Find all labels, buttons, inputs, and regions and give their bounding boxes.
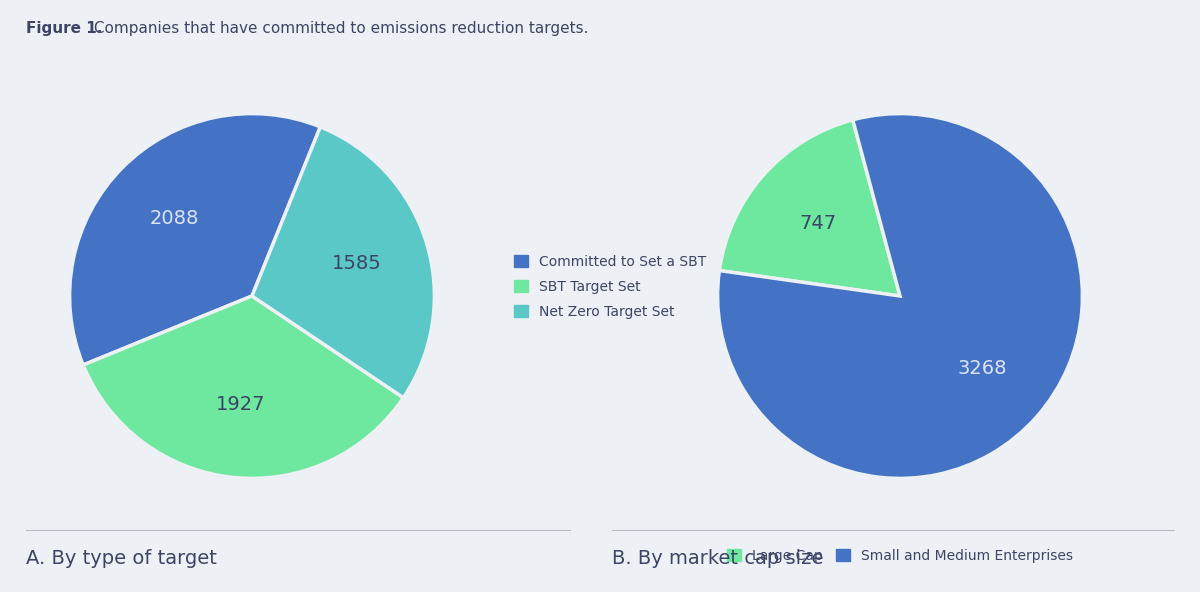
Wedge shape bbox=[83, 296, 403, 478]
Text: 1585: 1585 bbox=[331, 255, 382, 274]
Wedge shape bbox=[252, 127, 434, 398]
Text: B. By market cap size: B. By market cap size bbox=[612, 549, 823, 568]
Text: Figure 1.: Figure 1. bbox=[26, 21, 103, 36]
Legend: Committed to Set a SBT, SBT Target Set, Net Zero Target Set: Committed to Set a SBT, SBT Target Set, … bbox=[510, 250, 710, 323]
Wedge shape bbox=[719, 120, 900, 296]
Text: 747: 747 bbox=[799, 214, 836, 233]
Text: 3268: 3268 bbox=[958, 359, 1007, 378]
Text: 2088: 2088 bbox=[150, 209, 199, 229]
Wedge shape bbox=[718, 114, 1082, 478]
Text: 1927: 1927 bbox=[216, 395, 265, 414]
Text: A. By type of target: A. By type of target bbox=[26, 549, 217, 568]
Legend: Large Cap, Small and Medium Enterprises: Large Cap, Small and Medium Enterprises bbox=[722, 545, 1078, 567]
Wedge shape bbox=[70, 114, 320, 365]
Text: Companies that have committed to emissions reduction targets.: Companies that have committed to emissio… bbox=[89, 21, 588, 36]
